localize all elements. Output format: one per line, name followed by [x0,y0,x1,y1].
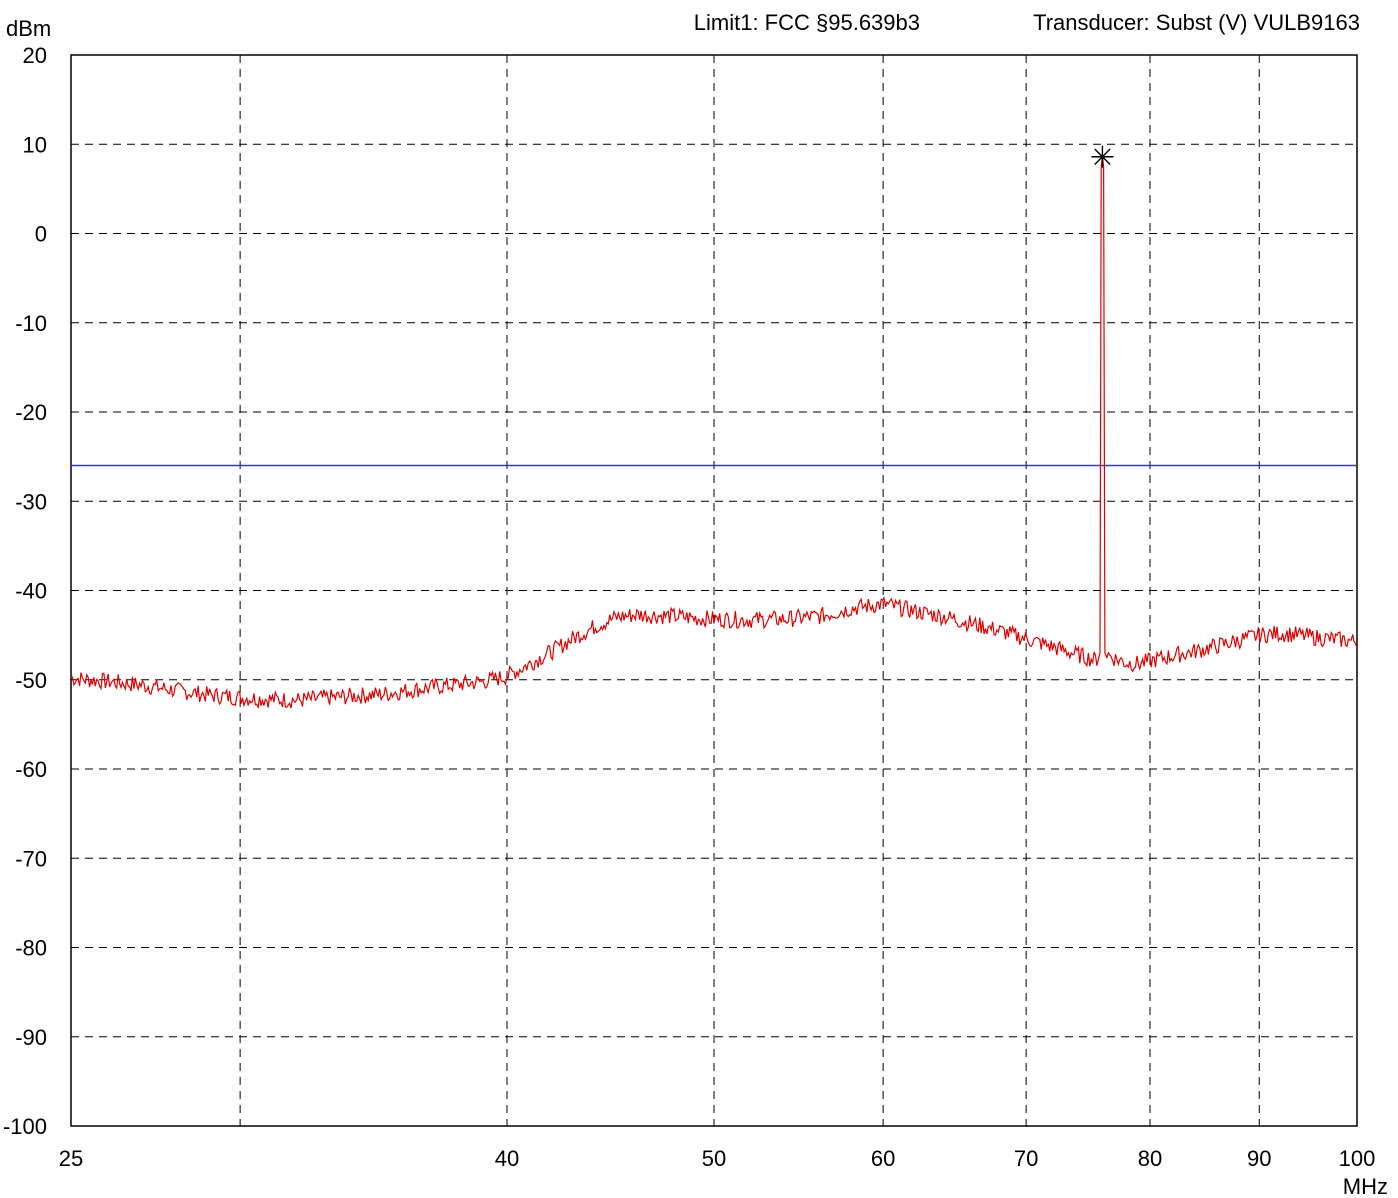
x-tick-label: 40 [495,1146,519,1171]
x-tick-label: 25 [59,1146,83,1171]
marker-stroke [1094,148,1111,165]
y-tick-label: -40 [15,579,47,604]
y-tick-label: -20 [15,400,47,425]
x-tick-label: 70 [1014,1146,1038,1171]
y-tick-label: -90 [15,1025,47,1050]
y-tick-labels: 20 10 0 -10 -20 -30 -40 -50 -60 -70 -80 -90 -100 [3,43,47,1139]
y-tick-label: 20 [23,43,47,68]
x-tick-label: 80 [1138,1146,1162,1171]
y-tick-label: -100 [3,1114,47,1139]
x-unit-label: MHz [1343,1174,1388,1198]
x-tick-labels: 25 40 50 60 70 80 90 100 [59,1146,1376,1171]
y-tick-label: -70 [15,846,47,871]
y-tick-label: -30 [15,489,47,514]
measurement-trace [70,156,1358,710]
y-tick-label: -80 [15,936,47,961]
y-tick-label: 0 [35,222,47,247]
peak-marker-icon [1091,145,1114,168]
limit-label: Limit1: FCC §95.639b3 [694,10,920,35]
y-tick-label: -10 [15,311,47,336]
y-tick-label: -60 [15,757,47,782]
x-tick-label: 50 [702,1146,726,1171]
y-unit-label: dBm [6,16,51,41]
x-tick-label: 90 [1247,1146,1271,1171]
y-tick-label: 10 [23,132,47,157]
transducer-label: Transducer: Subst (V) VULB9163 [1033,10,1360,35]
grid-lines [71,55,1357,1126]
y-tick-label: -50 [15,668,47,693]
x-tick-label: 100 [1339,1146,1376,1171]
x-tick-label: 60 [871,1146,895,1171]
